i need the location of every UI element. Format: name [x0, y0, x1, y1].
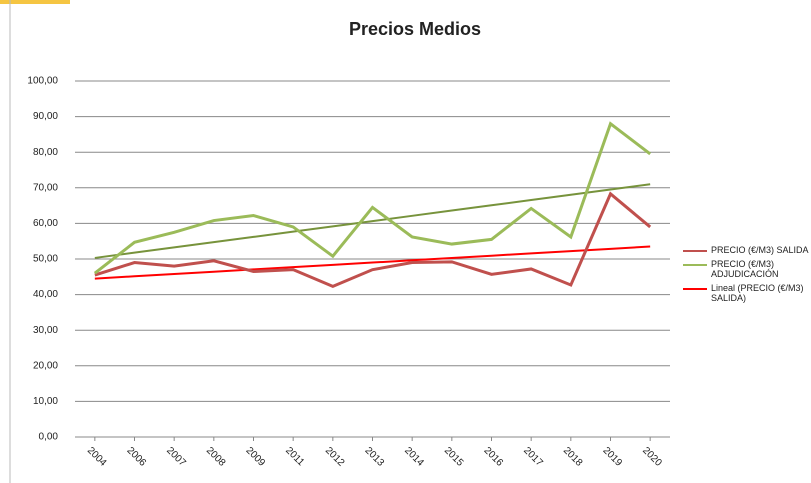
y-tick-label: 10,00 [33, 396, 58, 407]
y-tick-label: 30,00 [33, 325, 58, 336]
x-tick-label: 2011 [283, 445, 306, 468]
chart-title: Precios Medios [349, 19, 481, 39]
legend-label: Lineal (PRECIO (€/M3) SALIDA) [711, 283, 804, 303]
legend-item: PRECIO (€/M3) ADJUDICACIÓN [683, 259, 811, 279]
legend-swatch [683, 264, 707, 266]
legend: PRECIO (€/M3) SALIDA PRECIO (€/M3) ADJUDI… [683, 245, 811, 307]
x-tick-label: 2019 [601, 445, 625, 469]
legend-label: PRECIO (€/M3) SALIDA [711, 245, 809, 255]
x-tick-label: 2013 [363, 445, 387, 469]
series-line [94, 183, 651, 259]
legend-item: PRECIO (€/M3) SALIDA [683, 245, 811, 255]
y-tick-label: 40,00 [33, 289, 58, 300]
x-tick-label: 2004 [85, 445, 109, 469]
x-tick-label: 2017 [521, 445, 545, 469]
x-tick-label: 2018 [561, 445, 585, 469]
legend-swatch [683, 288, 707, 290]
x-tick-label: 2020 [640, 445, 664, 469]
series-line [94, 245, 651, 280]
y-tick-label: 80,00 [33, 147, 58, 158]
y-tick-label: 0,00 [39, 432, 59, 443]
series-line [94, 191, 652, 289]
tab [0, 0, 70, 4]
x-tick-label: 2014 [402, 445, 426, 469]
x-tick-label: 2006 [125, 445, 149, 469]
y-tick-label: 90,00 [33, 111, 58, 122]
y-tick-label: 50,00 [33, 254, 58, 265]
x-tick-label: 2009 [244, 445, 268, 469]
legend-item: Lineal (PRECIO (€/M3) SALIDA) [683, 283, 811, 303]
y-tick-label: 100,00 [27, 76, 58, 87]
y-tick-label: 20,00 [33, 360, 58, 371]
series-line [93, 121, 652, 275]
legend-label: PRECIO (€/M3) ADJUDICACIÓN [711, 259, 779, 279]
x-tick-label: 2015 [442, 445, 466, 469]
y-tick-label: 70,00 [33, 182, 58, 193]
y-tick-label: 60,00 [33, 218, 58, 229]
x-tick-label: 2008 [204, 445, 228, 469]
x-tick-label: 2012 [323, 445, 347, 469]
x-tick-label: 2007 [164, 445, 188, 469]
x-tick-label: 2016 [482, 445, 506, 469]
legend-swatch [683, 250, 707, 252]
